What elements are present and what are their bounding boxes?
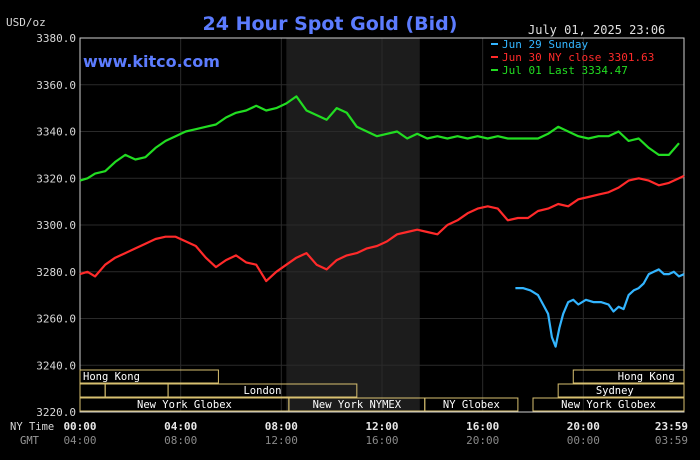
- session-label: New York Globex: [137, 399, 232, 411]
- x-axis-ticks: 00:0004:0004:0008:0008:0012:0012:0016:00…: [63, 420, 688, 447]
- x-tick-label-ny: 04:00: [164, 420, 197, 433]
- series-line-1: [79, 174, 685, 283]
- y-tick-label: 3280.0: [36, 266, 76, 279]
- y-axis-ticks: 3220.0 3240.0 3260.0 3280.0 3300.0 3320.0 3340…: [36, 32, 76, 419]
- legend-entry: Jun 30 NY close 3301.63: [502, 51, 654, 64]
- session-label: Sydney: [596, 385, 634, 397]
- x-tick-label-gmt: 16:00: [365, 434, 398, 447]
- session-label: Hong Kong: [83, 371, 140, 383]
- x-tick-label-ny: 00:00: [63, 420, 96, 433]
- y-tick-label: 3260.0: [36, 313, 76, 326]
- x-tick-label-gmt: 12:00: [265, 434, 298, 447]
- x-tick-label-ny: 20:00: [567, 420, 600, 433]
- session-box: [79, 369, 219, 384]
- x-tick-label-ny: 08:00: [265, 420, 298, 433]
- ny-time-row-label: NY Time: [10, 421, 54, 433]
- series-layer: [79, 95, 685, 348]
- y-tick-label: 3340.0: [36, 126, 76, 139]
- y-tick-label: 3220.0: [36, 406, 76, 419]
- x-tick-label-gmt: 08:00: [164, 434, 197, 447]
- x-tick-label-ny: 23:59: [655, 420, 688, 433]
- session-label: New York Globex: [561, 399, 656, 411]
- session-label: NY Globex: [443, 399, 500, 411]
- brand-watermark: www.kitco.com: [83, 52, 220, 71]
- x-tick-label-gmt: 03:59: [655, 434, 688, 447]
- legend-entry: Jul 01 Last 3334.47: [502, 64, 628, 77]
- gmt-row-label: GMT: [20, 435, 40, 447]
- session-box: [532, 397, 685, 412]
- x-tick-label-ny: 16:00: [466, 420, 499, 433]
- x-tick-label-gmt: 00:00: [567, 434, 600, 447]
- timestamp: July 01, 2025 23:06: [528, 23, 665, 37]
- session-box: [167, 383, 358, 398]
- y-tick-label: 3380.0: [36, 32, 76, 45]
- series-line-2: [79, 95, 680, 182]
- y-tick-label: 3300.0: [36, 219, 76, 232]
- x-tick-label-gmt: 20:00: [466, 434, 499, 447]
- x-tick-label-ny: 12:00: [365, 420, 398, 433]
- y-tick-label: 3320.0: [36, 172, 76, 185]
- session-box: [557, 383, 685, 398]
- y-tick-label: 3240.0: [36, 359, 76, 372]
- series-line-0: [515, 268, 685, 348]
- chart-title: 24 Hour Spot Gold (Bid): [203, 13, 458, 35]
- session-label: Hong Kong: [618, 371, 675, 383]
- session-label: London: [243, 385, 281, 397]
- y-axis-unit-label: USD/oz: [6, 16, 46, 29]
- session-box: [572, 369, 685, 384]
- legend-entry: Jun 29 Sunday: [502, 38, 588, 51]
- x-tick-label-gmt: 04:00: [63, 434, 96, 447]
- session-label: New York NYMEX: [313, 399, 402, 411]
- y-tick-label: 3360.0: [36, 79, 76, 92]
- session-box: [424, 397, 519, 412]
- session-layer: Hong Kong Hong Kong London Sydney New York G…: [79, 369, 685, 412]
- plot-border: [79, 37, 685, 413]
- grid-layer: [80, 37, 684, 413]
